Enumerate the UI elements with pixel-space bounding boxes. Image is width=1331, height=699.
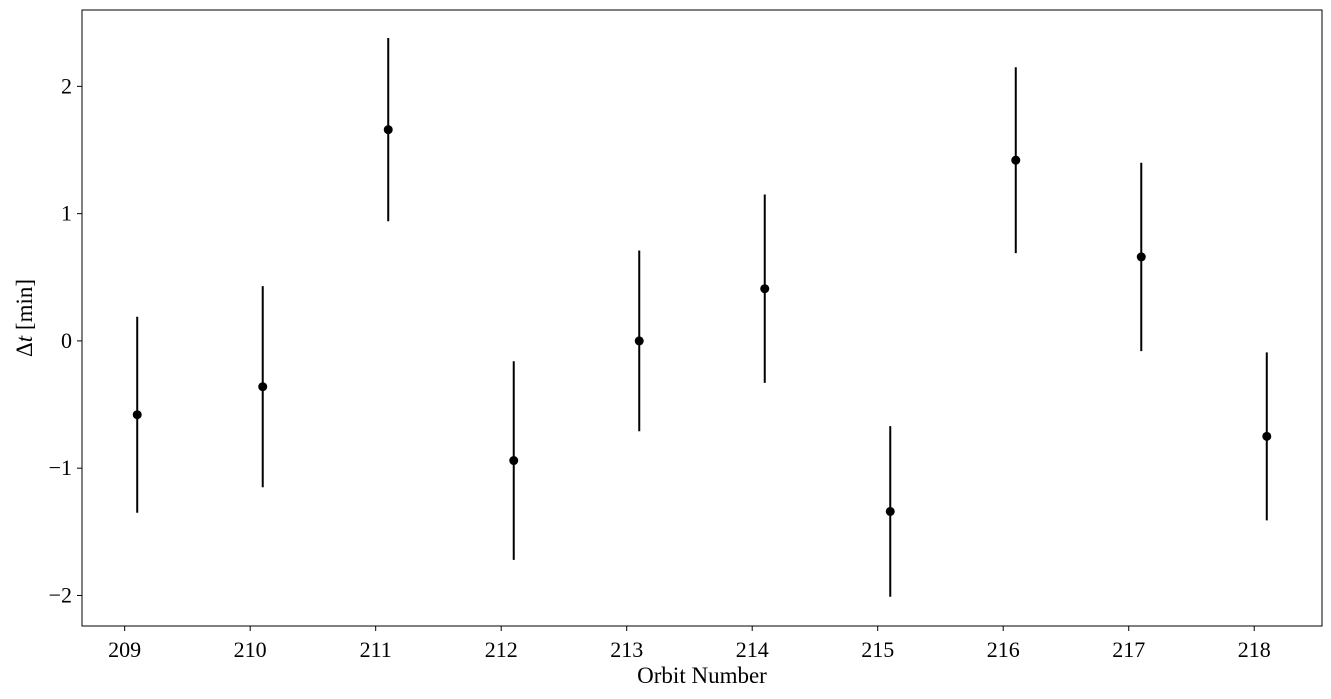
y-axis-label-variable: t <box>12 335 37 342</box>
y-axis-label-unit: [min] <box>12 279 37 336</box>
y-axis-ticks: −2 −1 0 1 2 <box>49 73 82 607</box>
y-tick-label: −1 <box>49 455 72 480</box>
y-tick-label: 1 <box>61 201 72 226</box>
y-tick-label: 2 <box>61 73 72 98</box>
data-point <box>1011 155 1021 165</box>
x-tick-label: 216 <box>987 637 1020 662</box>
data-point <box>634 336 644 346</box>
x-tick-label: 218 <box>1238 637 1271 662</box>
x-tick-label: 217 <box>1112 637 1145 662</box>
y-axis-label-symbol: Δ <box>12 342 37 357</box>
data-marks <box>132 38 1272 597</box>
y-axis-label: Δt [min] <box>12 279 37 357</box>
x-tick-label: 215 <box>861 637 894 662</box>
x-tick-label: 214 <box>736 637 769 662</box>
plot-background <box>82 10 1322 626</box>
x-tick-label: 212 <box>485 637 518 662</box>
x-axis-label: Orbit Number <box>637 663 767 688</box>
data-point <box>383 125 393 135</box>
x-tick-label: 210 <box>234 637 267 662</box>
data-point <box>258 382 268 392</box>
y-tick-label: 0 <box>61 328 72 353</box>
x-axis-ticks: 209 210 211 212 213 214 215 216 217 218 <box>108 626 1271 662</box>
data-point <box>509 456 519 466</box>
data-point <box>1262 431 1272 441</box>
x-tick-label: 211 <box>360 637 392 662</box>
x-tick-label: 209 <box>108 637 141 662</box>
x-tick-label: 213 <box>610 637 643 662</box>
data-point <box>885 506 895 516</box>
data-point <box>1136 252 1146 262</box>
data-point <box>760 284 770 294</box>
y-tick-label: −2 <box>49 582 72 607</box>
data-point <box>132 410 142 420</box>
plot-frame <box>81 9 1323 627</box>
